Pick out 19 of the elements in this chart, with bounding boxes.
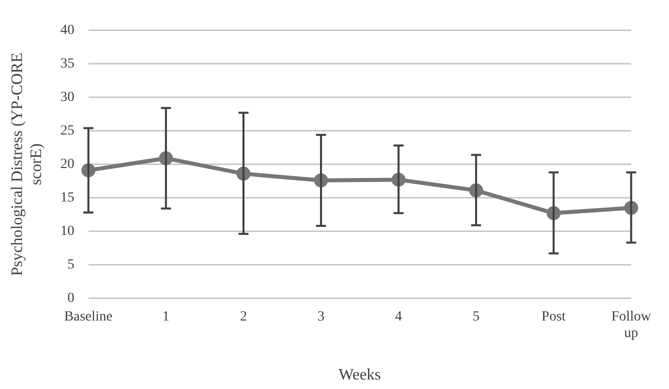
y-axis-title: Psychological Distress (YP-CORE scorE) — [8, 52, 46, 276]
y-tick-label: 10 — [60, 224, 74, 239]
x-tick-label: 1 — [162, 309, 170, 324]
x-tick-label: Post — [542, 309, 566, 324]
x-axis-title: Weeks — [338, 366, 381, 384]
y-tick-label: 15 — [60, 190, 74, 206]
y-tick-label: 35 — [60, 56, 74, 72]
x-tick-label: 3 — [318, 309, 325, 324]
x-tick-label: 2 — [240, 309, 247, 324]
x-tick-label: 4 — [395, 309, 402, 324]
x-tick-label: 5 — [472, 309, 480, 324]
y-tick-label: 5 — [67, 257, 74, 272]
y-tick-label: 30 — [60, 90, 74, 106]
y-tick-label: 0 — [67, 290, 74, 306]
y-tick-label: 40 — [60, 23, 74, 38]
x-tick-label: Follow up — [611, 309, 652, 342]
y-tick-label: 25 — [60, 123, 74, 138]
y-tick-label: 20 — [60, 156, 74, 172]
x-tick-label: Baseline — [64, 309, 113, 324]
